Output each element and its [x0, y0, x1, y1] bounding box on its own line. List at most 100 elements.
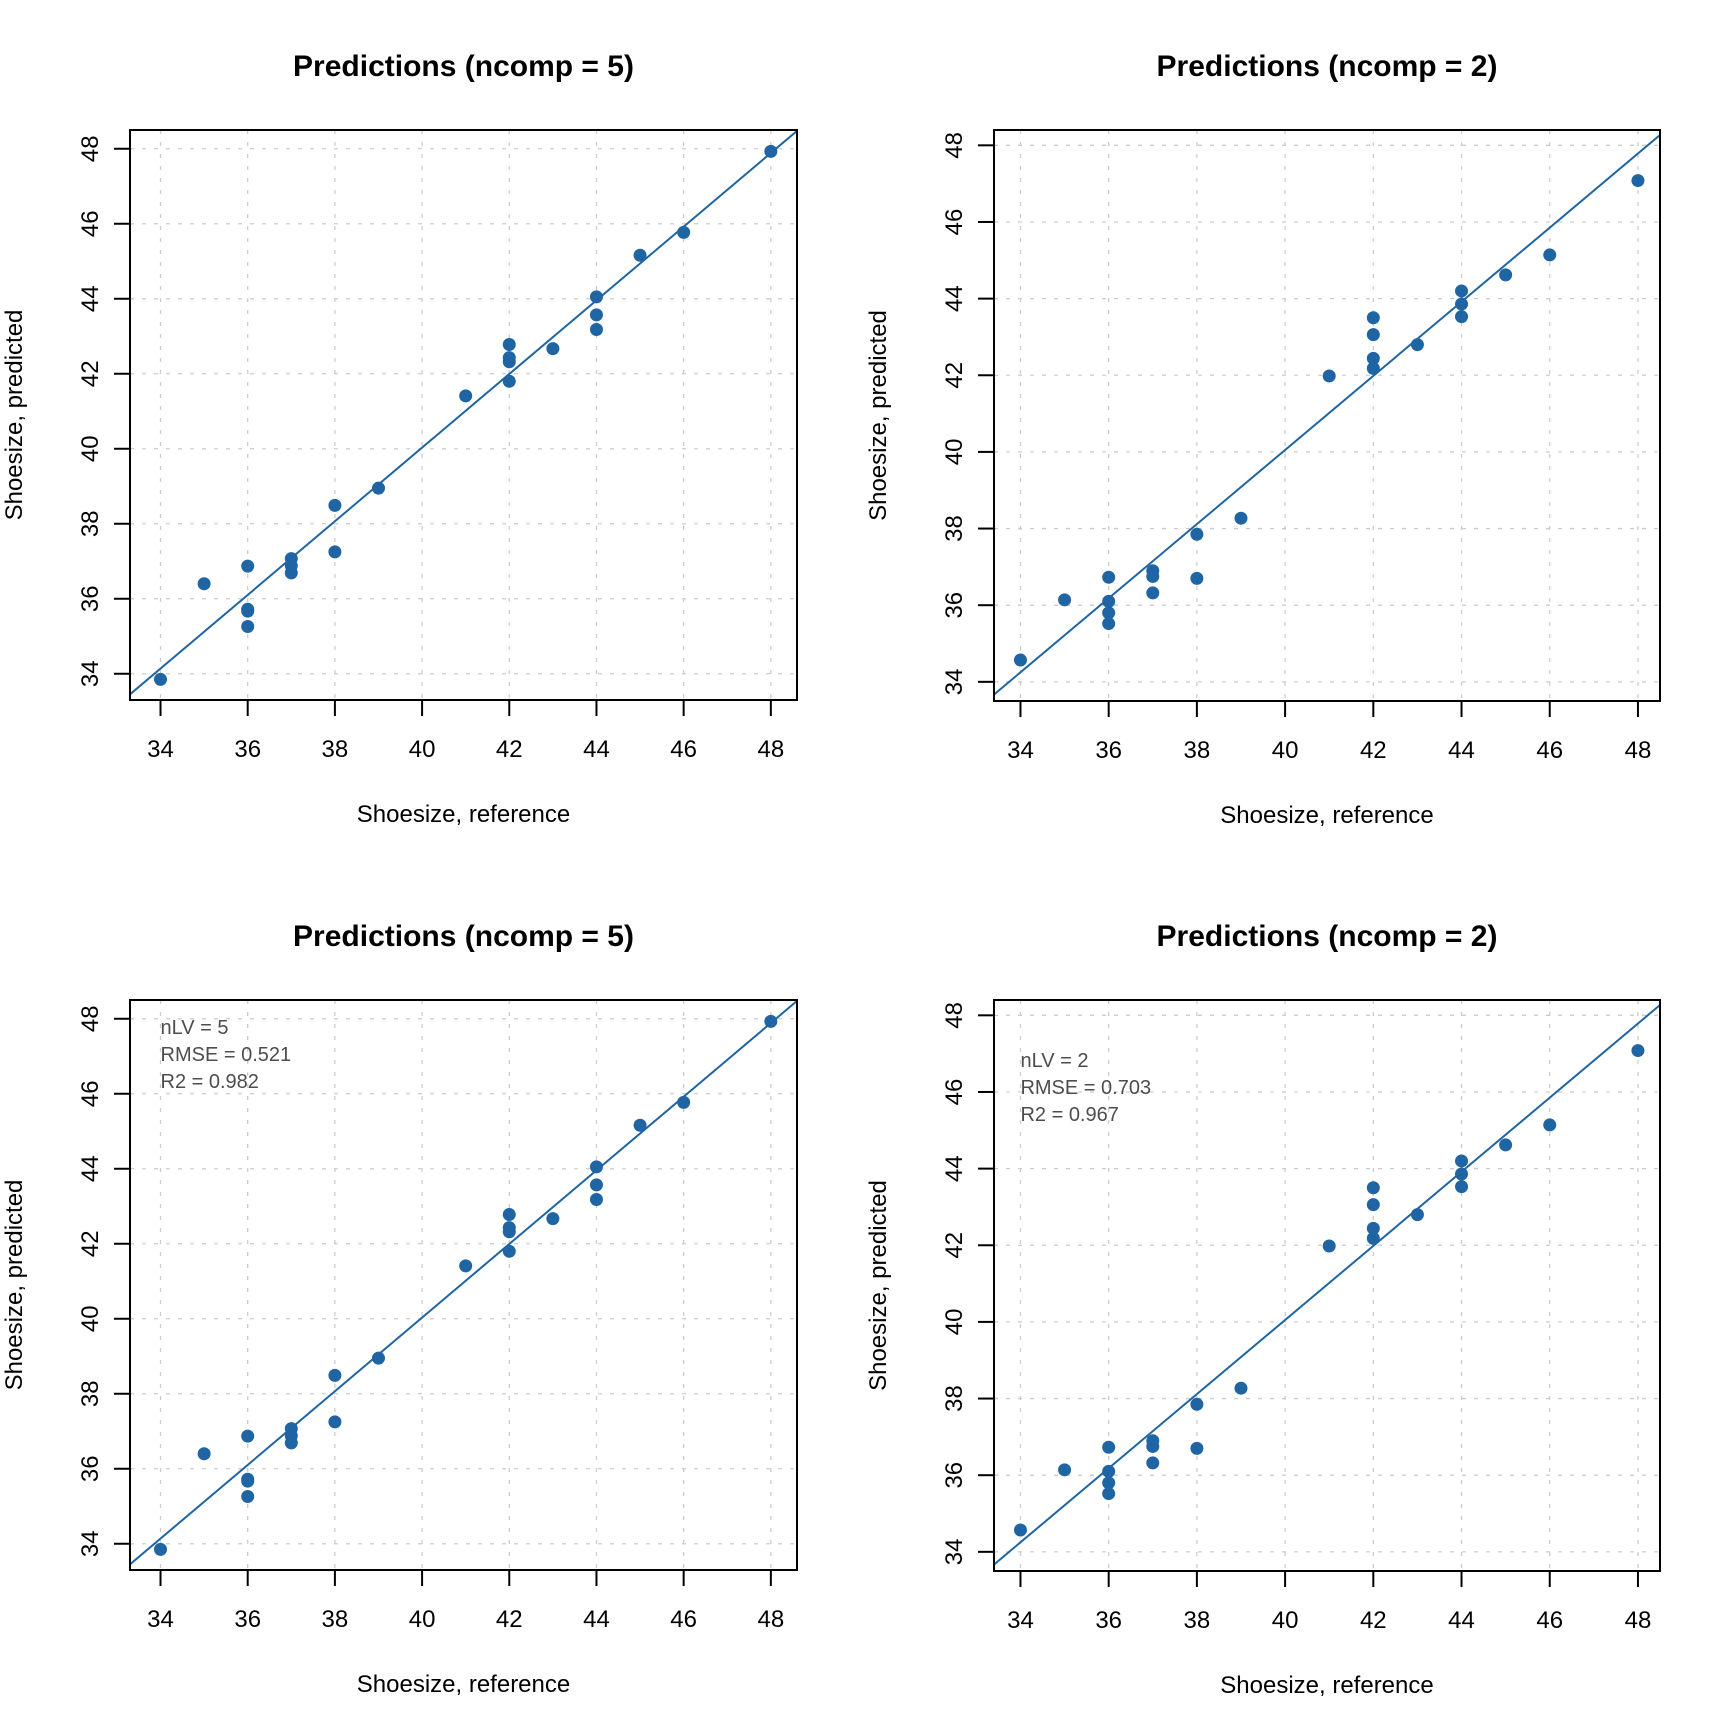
y-tick-label: 34 [77, 660, 104, 687]
panel-2: Predictions (ncomp = 2) 34 36 38 40 42 44 46 48 3… [865, 50, 1661, 829]
data-point [1146, 1456, 1160, 1470]
data-point [1190, 527, 1204, 541]
y-axis-label: Shoesize, predicted [865, 1180, 892, 1391]
annotation-line: RMSE = 0.703 [1020, 1077, 1151, 1099]
y-tick-label: 34 [941, 668, 968, 695]
data-point [546, 1212, 560, 1226]
x-tick-label: 42 [1360, 737, 1387, 764]
x-tick-label: 34 [147, 736, 174, 763]
x-tick-label: 42 [1360, 1607, 1387, 1634]
y-tick-label: 40 [77, 435, 104, 462]
data-point [502, 374, 516, 388]
data-point [1410, 338, 1424, 352]
annotation-line: nLV = 2 [1020, 1050, 1088, 1072]
data-point [1455, 284, 1469, 298]
y-axis-label: Shoesize, predicted [1, 310, 28, 521]
data-point [328, 1368, 342, 1382]
y-tick-label: 36 [941, 1462, 968, 1489]
x-tick-label: 34 [147, 1606, 174, 1633]
annotation-line: R2 = 0.982 [161, 1071, 259, 1093]
data-point [328, 545, 342, 559]
chart-title: Predictions (ncomp = 2) [1157, 920, 1498, 953]
y-tick-label: 40 [941, 1309, 968, 1336]
data-point [1366, 1231, 1380, 1245]
y-tick-label: 38 [941, 1385, 968, 1412]
data-point [633, 1118, 647, 1132]
data-point [502, 1208, 516, 1221]
y-tick-label: 44 [77, 1155, 104, 1182]
data-point [241, 1490, 255, 1503]
data-point [1366, 311, 1380, 325]
x-tick-label: 48 [757, 736, 784, 763]
panel-4: Predictions (ncomp = 2) 34 36 38 40 42 44 46 48 3… [865, 920, 1661, 1699]
x-tick-label: 48 [1625, 737, 1652, 764]
data-point [328, 1415, 342, 1429]
data-point [1058, 1463, 1072, 1477]
data-point [1322, 369, 1336, 383]
fit-line [130, 1000, 797, 1566]
y-tick-label: 42 [77, 1230, 104, 1257]
x-tick-label: 42 [496, 1606, 523, 1633]
data-point [1499, 1138, 1513, 1152]
x-tick-label: 46 [670, 1606, 697, 1633]
y-tick-label: 38 [77, 1380, 104, 1407]
data-point [764, 144, 778, 158]
data-point [154, 672, 168, 686]
x-tick-label: 40 [409, 1606, 436, 1633]
data-point [371, 1351, 385, 1365]
data-point [459, 389, 473, 403]
data-point [1455, 1154, 1469, 1168]
y-tick-label: 36 [77, 1455, 104, 1482]
data-point [589, 290, 603, 304]
data-point [1102, 617, 1116, 631]
x-tick-label: 36 [234, 736, 261, 763]
data-point [1543, 248, 1557, 262]
data-point [1146, 569, 1160, 583]
x-axis-label: Shoesize, reference [1220, 1672, 1433, 1699]
data-point [1631, 174, 1645, 188]
data-point [589, 1178, 603, 1192]
plot-frame [993, 999, 1661, 1572]
data-point [1146, 586, 1160, 600]
y-tick-label: 42 [941, 1232, 968, 1259]
data-point [371, 481, 385, 495]
data-point [1013, 653, 1027, 667]
data-point [328, 498, 342, 512]
data-point [197, 1447, 211, 1461]
data-point [284, 566, 298, 580]
data-point [502, 1225, 516, 1239]
x-tick-label: 38 [322, 736, 349, 763]
y-tick-label: 38 [77, 510, 104, 537]
y-tick-label: 46 [941, 1079, 968, 1106]
x-tick-label: 36 [234, 1606, 261, 1633]
data-point [1102, 1476, 1116, 1490]
data-point [764, 1014, 778, 1028]
data-point [1102, 606, 1116, 620]
y-tick-label: 46 [77, 1080, 104, 1107]
annotation-line: nLV = 5 [161, 1017, 229, 1039]
data-point [1366, 1198, 1380, 1212]
data-point [1058, 593, 1072, 607]
x-tick-label: 40 [409, 736, 436, 763]
x-tick-label: 34 [1007, 1607, 1034, 1634]
data-point [197, 577, 211, 591]
data-point [459, 1259, 473, 1273]
x-tick-label: 38 [1184, 1607, 1211, 1634]
y-tick-label: 48 [941, 132, 968, 159]
data-point [1013, 1523, 1027, 1537]
data-point [1631, 1044, 1645, 1058]
data-point [677, 225, 691, 239]
y-tick-label: 42 [77, 360, 104, 387]
y-tick-label: 36 [941, 592, 968, 619]
y-tick-label: 44 [941, 285, 968, 312]
y-tick-label: 40 [941, 439, 968, 466]
x-axis-label: Shoesize, reference [357, 801, 570, 828]
data-point [1499, 268, 1513, 282]
data-point [241, 620, 255, 633]
x-tick-label: 48 [757, 1606, 784, 1633]
x-tick-label: 46 [670, 736, 697, 763]
x-axis-label: Shoesize, reference [1220, 802, 1433, 829]
x-tick-label: 44 [1448, 1607, 1475, 1634]
x-tick-label: 36 [1095, 1607, 1122, 1634]
